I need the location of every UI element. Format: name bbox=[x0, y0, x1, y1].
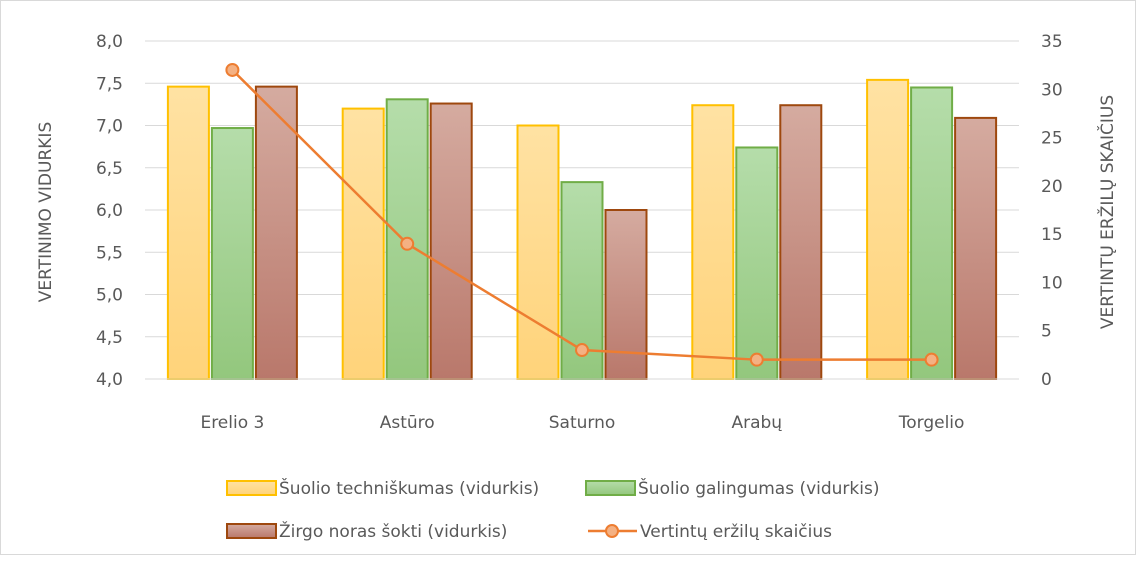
category-label: Torgelio bbox=[898, 413, 965, 433]
right-tick-label: 35 bbox=[1041, 32, 1063, 52]
legend-label: Šuolio techniškumas (vidurkis) bbox=[279, 477, 539, 499]
right-tick-label: 15 bbox=[1041, 225, 1063, 245]
line-point bbox=[575, 343, 589, 358]
bar bbox=[779, 104, 823, 380]
left-tick-label: 8,0 bbox=[96, 32, 123, 52]
right-tick-label: 30 bbox=[1041, 80, 1063, 100]
bar bbox=[166, 85, 210, 380]
axes: 4,0 4,5 5,0 5,5 6,0 6,5 7,0 7,5 8,0 0 5 10 15 20 25 30 3… bbox=[36, 32, 1118, 433]
line-point bbox=[400, 236, 415, 251]
bar bbox=[954, 116, 998, 381]
right-tick-label: 10 bbox=[1041, 273, 1063, 293]
line-point bbox=[924, 352, 939, 367]
left-tick-label: 7,0 bbox=[96, 117, 123, 137]
left-tick-label: 5,0 bbox=[96, 286, 123, 306]
left-axis-title: VERTINIMO VIDURKIS bbox=[36, 122, 56, 302]
bars bbox=[166, 78, 998, 381]
legend-marker bbox=[605, 524, 619, 538]
bar bbox=[210, 127, 254, 380]
bar bbox=[866, 78, 910, 381]
left-tick-label: 4,0 bbox=[96, 370, 123, 390]
bar bbox=[910, 86, 954, 380]
left-tick-label: 5,5 bbox=[96, 243, 123, 263]
bar bbox=[691, 104, 735, 380]
category-label: Erelio 3 bbox=[200, 413, 264, 433]
legend-label: Žirgo noras šokti (vidurkis) bbox=[279, 520, 507, 542]
legend: Šuolio techniškumas (vidurkis) Šuolio gal… bbox=[226, 477, 879, 542]
bar bbox=[254, 85, 298, 380]
right-tick-label: 20 bbox=[1041, 177, 1063, 197]
legend-label: Vertintų eržilų skaičius bbox=[640, 522, 832, 542]
right-tick-label: 25 bbox=[1041, 129, 1063, 149]
category-label: Arabų bbox=[731, 413, 782, 433]
right-axis-title: VERTINTŲ ERŽILŲ SKAIČIUS bbox=[1096, 95, 1118, 329]
right-tick-label: 0 bbox=[1041, 370, 1052, 390]
left-tick-label: 6,0 bbox=[96, 201, 123, 221]
line-series bbox=[225, 62, 939, 367]
legend-swatch bbox=[226, 480, 277, 496]
legend-label: Šuolio galingumas (vidurkis) bbox=[638, 477, 879, 499]
line-point bbox=[749, 352, 764, 367]
legend-swatch bbox=[585, 480, 636, 496]
bar bbox=[429, 102, 473, 380]
left-tick-label: 6,5 bbox=[96, 159, 123, 179]
bar bbox=[735, 146, 779, 380]
category-label: Saturno bbox=[549, 413, 616, 433]
line-point bbox=[225, 62, 240, 77]
right-tick-label: 5 bbox=[1041, 322, 1052, 342]
left-tick-label: 4,5 bbox=[96, 328, 123, 348]
category-label: Astūro bbox=[380, 413, 435, 433]
legend-swatch bbox=[226, 523, 277, 539]
bar bbox=[516, 124, 560, 380]
left-tick-label: 7,5 bbox=[96, 74, 123, 94]
bar bbox=[341, 107, 385, 380]
bar bbox=[385, 98, 429, 381]
